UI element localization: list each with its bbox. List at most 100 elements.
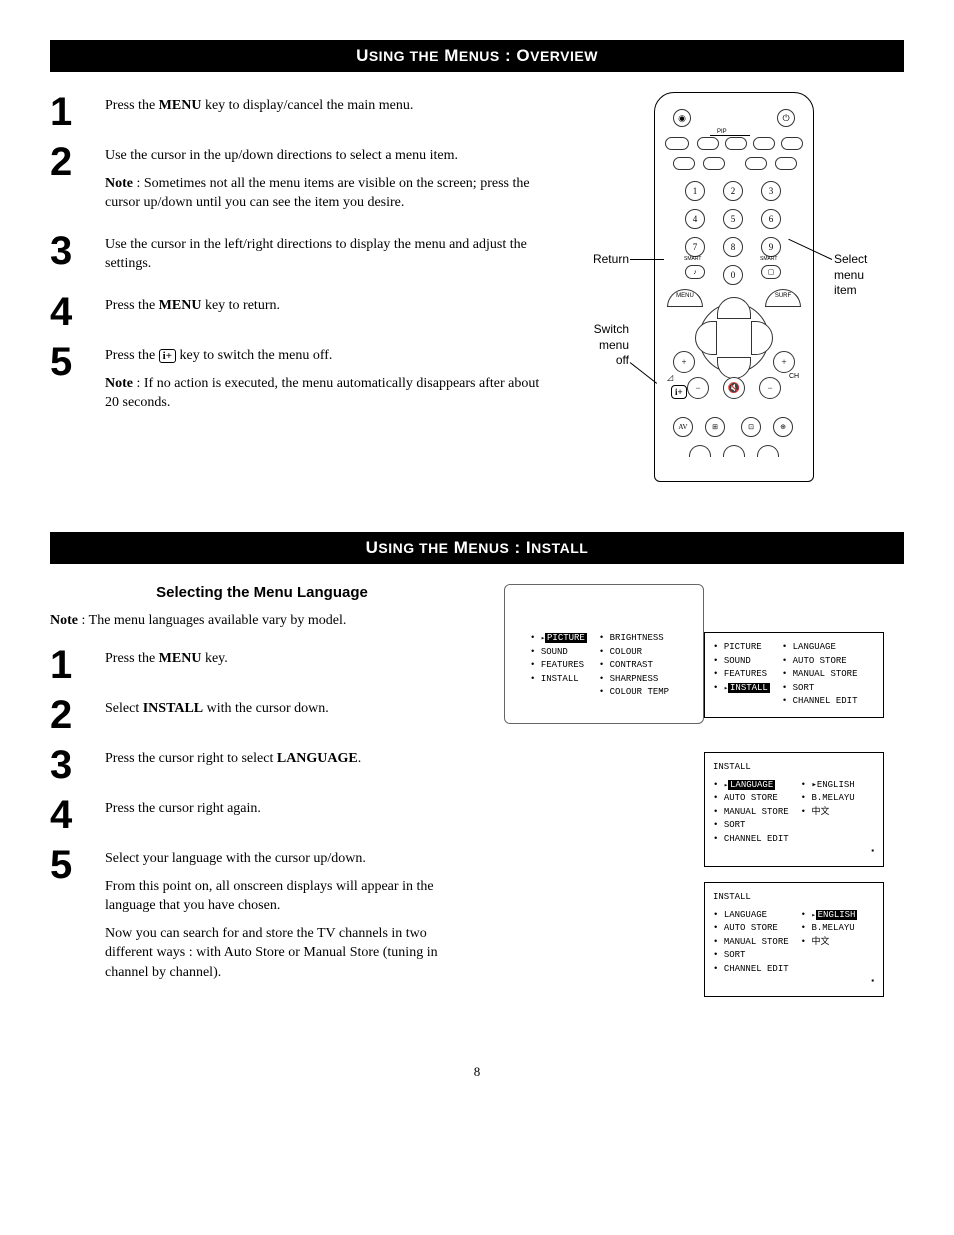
osd-item: CHANNEL EDIT xyxy=(713,833,789,847)
remote-btn xyxy=(753,137,775,150)
step-number: 2 xyxy=(50,695,105,735)
osd-screen-2: PICTURESOUNDFEATURES▸INSTALL LANGUAGEAUT… xyxy=(704,632,884,718)
osd-item: SOUND xyxy=(530,646,587,660)
remote-btn xyxy=(775,157,797,170)
remote-btn xyxy=(697,137,719,150)
step-number: 5 xyxy=(50,342,105,382)
osd-item: BRIGHTNESS xyxy=(599,632,669,646)
osd-item: SORT xyxy=(713,819,789,833)
osd-item: LANGUAGE xyxy=(713,909,789,923)
vol-down-btn: − xyxy=(687,377,709,399)
remote-btn xyxy=(725,137,747,150)
language-note: Note : The menu languages available vary… xyxy=(50,613,474,629)
remote-btn xyxy=(703,157,725,170)
overview-body: 1Press the MENU key to display/cancel th… xyxy=(50,92,904,492)
step-row: 4Press the cursor right again. xyxy=(50,795,474,835)
keypad-9: 9 xyxy=(761,237,781,257)
smart-sound-btn: ♪ xyxy=(685,265,705,279)
page-number: 8 xyxy=(50,1064,904,1080)
ch-down-btn: − xyxy=(759,377,781,399)
install-left: Selecting the Menu Language Note : The m… xyxy=(50,584,474,1024)
menu-button: MENU xyxy=(667,289,703,307)
keypad-5: 5 xyxy=(723,209,743,229)
step-text: Use the cursor in the up/down directions… xyxy=(105,142,544,221)
step-number: 1 xyxy=(50,645,105,685)
step-text: Press the i+ key to switch the menu off.… xyxy=(105,342,544,421)
step-number: 1 xyxy=(50,92,105,132)
remote-btn: ⊞ xyxy=(705,417,725,437)
remote-diagram: ◉ ⏻ PIP 1 2 3 4 5 6 7 8 9 ♪ SMA xyxy=(574,92,904,492)
osd-item: PICTURE xyxy=(713,641,770,655)
keypad-7: 7 xyxy=(685,237,705,257)
step-row: 3Press the cursor right to select LANGUA… xyxy=(50,745,474,785)
osd-item: ▸PICTURE xyxy=(530,632,587,646)
osd-item: SHARPNESS xyxy=(599,673,669,687)
step-text: Press the cursor right to select LANGUAG… xyxy=(105,745,361,777)
osd-item: ▸ENGLISH xyxy=(801,909,858,923)
remote-btn: ⊕ xyxy=(773,417,793,437)
overview-steps: 1Press the MENU key to display/cancel th… xyxy=(50,92,544,492)
step-row: 2Select INSTALL with the cursor down. xyxy=(50,695,474,735)
osd-item: B.MELAYU xyxy=(801,922,858,936)
label-switch-off: Switch menu off xyxy=(574,322,629,369)
osd-item: CHANNEL EDIT xyxy=(713,963,789,977)
osd-item: CONTRAST xyxy=(599,659,669,673)
osd-item: MANUAL STORE xyxy=(782,668,858,682)
osd-item: FEATURES xyxy=(530,659,587,673)
remote-btn: ⊡ xyxy=(741,417,761,437)
osd-item: SORT xyxy=(782,682,858,696)
dpad-left xyxy=(695,321,717,355)
remote-btn xyxy=(781,137,803,150)
osd-item: CHANNEL EDIT xyxy=(782,695,858,709)
step-number: 4 xyxy=(50,795,105,835)
osd-item: ▸ENGLISH xyxy=(801,779,855,793)
label-return: Return xyxy=(574,252,629,268)
osd-item: COLOUR xyxy=(599,646,669,660)
remote-btn xyxy=(665,137,689,150)
remote-btn xyxy=(745,157,767,170)
keypad-4: 4 xyxy=(685,209,705,229)
osd-item: SOUND xyxy=(713,655,770,669)
step-text: Press the MENU key to display/cancel the… xyxy=(105,92,413,124)
osd-item: AUTO STORE xyxy=(713,792,789,806)
dpad-down xyxy=(717,357,751,379)
step-number: 3 xyxy=(50,745,105,785)
osd-item: ▸LANGUAGE xyxy=(713,779,789,793)
step-row: 1Press the MENU key. xyxy=(50,645,474,685)
keypad-6: 6 xyxy=(761,209,781,229)
label-select-item: Select menu item xyxy=(834,252,867,299)
step-text: Press the MENU key to return. xyxy=(105,292,280,324)
step-number: 3 xyxy=(50,231,105,271)
osd-item: SORT xyxy=(713,949,789,963)
keypad-0: 0 xyxy=(723,265,743,285)
osd-item: ▸INSTALL xyxy=(713,682,770,696)
keypad-8: 8 xyxy=(723,237,743,257)
remote-btn: ◉ xyxy=(673,109,691,127)
osd-item: B.MELAYU xyxy=(801,792,855,806)
osd-item: MANUAL STORE xyxy=(713,936,789,950)
remote-btn xyxy=(673,157,695,170)
info-button: i+ xyxy=(671,385,687,399)
osd-item: AUTO STORE xyxy=(782,655,858,669)
mute-btn: 🔇 xyxy=(723,377,745,399)
osd-screens: ▸PICTURESOUNDFEATURESINSTALL BRIGHTNESSC… xyxy=(504,584,904,1024)
remote-outline: ◉ ⏻ PIP 1 2 3 4 5 6 7 8 9 ♪ SMA xyxy=(654,92,814,482)
dpad-right xyxy=(751,321,773,355)
surf-button: SURF xyxy=(765,289,801,307)
av-btn: AV xyxy=(673,417,693,437)
subheading-language: Selecting the Menu Language xyxy=(50,584,474,601)
power-icon: ⏻ xyxy=(777,109,795,127)
step-number: 2 xyxy=(50,142,105,182)
step-row: 5Select your language with the cursor up… xyxy=(50,845,474,991)
section-header-install: USING THE MENUS : INSTALL xyxy=(50,532,904,564)
keypad-1: 1 xyxy=(685,181,705,201)
step-row: 4Press the MENU key to return. xyxy=(50,292,544,332)
dpad-up xyxy=(717,297,751,319)
osd-item: LANGUAGE xyxy=(782,641,858,655)
osd-item: COLOUR TEMP xyxy=(599,686,669,700)
vol-up-btn: + xyxy=(673,351,695,373)
osd-screen-4: INSTALL LANGUAGEAUTO STOREMANUAL STORESO… xyxy=(704,882,884,997)
osd-item: FEATURES xyxy=(713,668,770,682)
section-header-overview: USING THE MENUS : OVERVIEW xyxy=(50,40,904,72)
step-text: Press the cursor right again. xyxy=(105,795,261,827)
